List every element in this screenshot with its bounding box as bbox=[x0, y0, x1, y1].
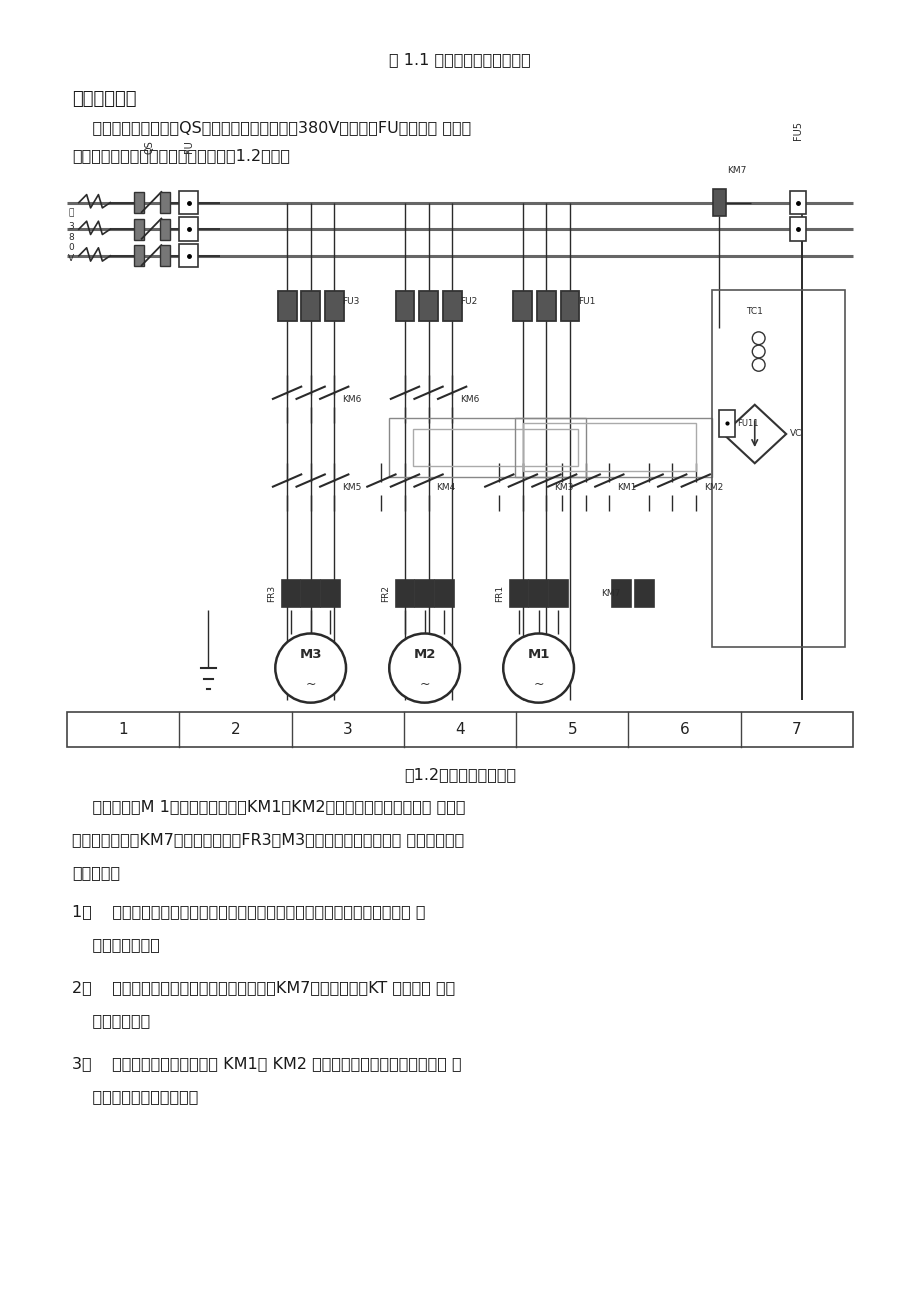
Bar bbox=[635, 581, 653, 607]
Text: QS: QS bbox=[144, 139, 154, 154]
Bar bbox=[442, 292, 461, 322]
Text: KM1: KM1 bbox=[617, 483, 636, 492]
Text: V: V bbox=[68, 254, 74, 263]
Bar bbox=[419, 292, 437, 322]
Bar bbox=[537, 292, 555, 322]
Bar bbox=[160, 219, 170, 240]
Bar bbox=[133, 245, 144, 267]
Polygon shape bbox=[722, 405, 786, 464]
Text: 采用直接起动。: 采用直接起动。 bbox=[72, 937, 160, 953]
Text: FU5: FU5 bbox=[792, 121, 802, 141]
Bar bbox=[67, 712, 852, 747]
Text: 6: 6 bbox=[679, 723, 688, 737]
Text: 主轴电动机M 1的正反转由接触器KM1和KM2的动合主触点控制，制动 时，采: 主轴电动机M 1的正反转由接触器KM1和KM2的动合主触点控制，制动 时，采 bbox=[72, 799, 465, 814]
Text: FU2: FU2 bbox=[460, 297, 477, 306]
Bar bbox=[528, 581, 548, 607]
Bar bbox=[281, 581, 301, 607]
Text: 图1.2电机主回路原理图: 图1.2电机主回路原理图 bbox=[403, 767, 516, 783]
Text: 主动电路分析: 主动电路分析 bbox=[72, 90, 136, 108]
Text: M1: M1 bbox=[527, 648, 550, 661]
Text: 三相交流电源由开关QS引入，电压等级为交流380V，熔断器FU作主电路 的短路: 三相交流电源由开关QS引入，电压等级为交流380V，熔断器FU作主电路 的短路 bbox=[72, 120, 471, 135]
Text: 0: 0 bbox=[68, 243, 74, 253]
Bar bbox=[301, 292, 320, 322]
Text: KM6: KM6 bbox=[460, 395, 479, 404]
Bar bbox=[324, 292, 344, 322]
Text: FU1: FU1 bbox=[577, 297, 595, 306]
Text: 图 1.1 机床总电气控制原理图: 图 1.1 机床总电气控制原理图 bbox=[389, 52, 530, 66]
Text: 3: 3 bbox=[68, 223, 74, 230]
Bar bbox=[133, 219, 144, 240]
Text: KM4: KM4 bbox=[436, 483, 455, 492]
Bar bbox=[179, 217, 199, 241]
Bar bbox=[549, 581, 567, 607]
Bar bbox=[611, 581, 630, 607]
Text: FU3: FU3 bbox=[342, 297, 359, 306]
Bar bbox=[301, 581, 320, 607]
Bar bbox=[414, 581, 434, 607]
Ellipse shape bbox=[389, 634, 460, 703]
Text: ~: ~ bbox=[305, 677, 315, 690]
Bar bbox=[719, 410, 734, 436]
Bar bbox=[522, 423, 695, 471]
Text: KM7: KM7 bbox=[726, 167, 746, 176]
Text: FU11: FU11 bbox=[736, 419, 757, 428]
Text: 1、    启动方式为直接启动，由于主轴电机起动时因是空载起动，时间较短， 故: 1、 启动方式为直接启动，由于主轴电机起动时因是空载起动，时间较短， 故 bbox=[72, 905, 425, 919]
Bar bbox=[321, 581, 339, 607]
Text: KM5: KM5 bbox=[342, 483, 361, 492]
Bar bbox=[513, 292, 532, 322]
Bar bbox=[133, 191, 144, 214]
Text: FR2: FR2 bbox=[381, 585, 390, 602]
Text: FU: FU bbox=[184, 141, 194, 154]
Text: VC: VC bbox=[789, 430, 801, 439]
Bar bbox=[389, 418, 585, 477]
Ellipse shape bbox=[275, 634, 346, 703]
Text: 3: 3 bbox=[343, 723, 352, 737]
Text: 制动的目的。: 制动的目的。 bbox=[72, 1013, 150, 1029]
Bar bbox=[179, 191, 199, 215]
Text: TC1: TC1 bbox=[745, 307, 763, 316]
Bar bbox=[435, 581, 453, 607]
Bar bbox=[789, 217, 805, 241]
Text: KM7: KM7 bbox=[601, 589, 620, 598]
Bar bbox=[560, 292, 579, 322]
Text: FR1: FR1 bbox=[494, 585, 504, 602]
Text: FR3: FR3 bbox=[267, 585, 276, 602]
Text: 用能耗制动，由KM7控制，热继电器FR3作M3的长期保护。该机床主 轴电机有一下: 用能耗制动，由KM7控制，热继电器FR3作M3的长期保护。该机床主 轴电机有一下 bbox=[72, 832, 464, 848]
Text: 交: 交 bbox=[68, 208, 74, 217]
Text: 达到电机的正反转功能。: 达到电机的正反转功能。 bbox=[72, 1090, 199, 1104]
Bar bbox=[278, 292, 296, 322]
Bar bbox=[160, 245, 170, 267]
Bar bbox=[515, 418, 710, 477]
Text: 2: 2 bbox=[231, 723, 240, 737]
Bar bbox=[395, 581, 414, 607]
Text: ~: ~ bbox=[419, 677, 429, 690]
Text: 性能特点：: 性能特点： bbox=[72, 865, 120, 880]
Text: M3: M3 bbox=[299, 648, 322, 661]
Text: 2、    制动方式采用的能耗制动，通过接触器KM7和时间继电器KT 一起达到 能耗: 2、 制动方式采用的能耗制动，通过接触器KM7和时间继电器KT 一起达到 能耗 bbox=[72, 980, 455, 996]
Text: 5: 5 bbox=[567, 723, 576, 737]
Bar bbox=[710, 290, 845, 647]
Bar bbox=[160, 191, 170, 214]
Text: 保护。电机主电路的控制原理图如下图1.2所示。: 保护。电机主电路的控制原理图如下图1.2所示。 bbox=[72, 148, 289, 163]
Text: M2: M2 bbox=[413, 648, 436, 661]
Bar bbox=[509, 581, 528, 607]
Text: 4: 4 bbox=[455, 723, 464, 737]
Bar bbox=[179, 243, 199, 267]
Ellipse shape bbox=[503, 634, 573, 703]
Text: 8: 8 bbox=[68, 233, 74, 242]
Text: 1: 1 bbox=[119, 723, 128, 737]
Text: ~: ~ bbox=[533, 677, 543, 690]
Text: KM2: KM2 bbox=[703, 483, 722, 492]
Text: 3、    主轴电机可以通过接触器 KM1、 KM2 来改变接入三相电源的相序，从 而: 3、 主轴电机可以通过接触器 KM1、 KM2 来改变接入三相电源的相序，从 而 bbox=[72, 1056, 461, 1072]
Bar bbox=[789, 191, 805, 215]
Text: 7: 7 bbox=[791, 723, 800, 737]
Text: KM6: KM6 bbox=[342, 395, 361, 404]
Bar bbox=[413, 428, 577, 466]
Text: KM3: KM3 bbox=[554, 483, 573, 492]
Bar bbox=[395, 292, 414, 322]
Bar bbox=[712, 189, 725, 216]
